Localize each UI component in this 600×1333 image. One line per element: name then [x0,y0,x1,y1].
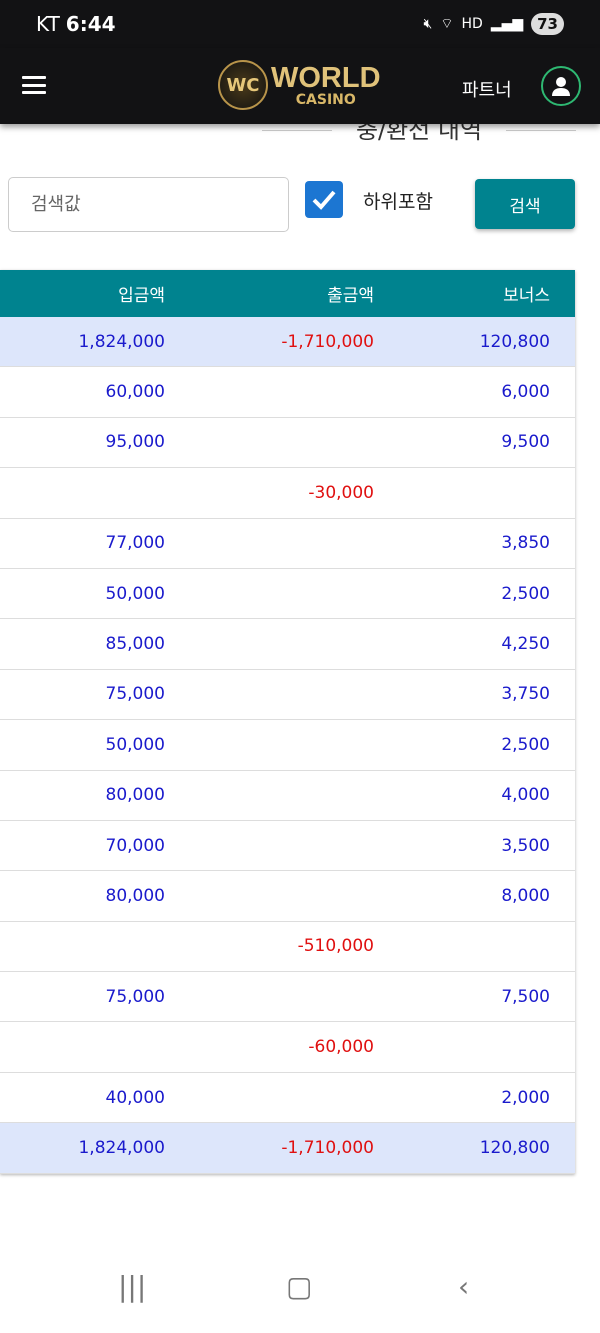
recent-apps-icon[interactable]: ||| [118,1270,147,1303]
summary-row-top: 1,824,000 -1,710,000 120,800 [0,317,575,368]
status-bar: KT 6:44 🔇︎ ⌔ HD ▂▄▆ 73 [0,0,600,48]
table-header: 입금액 출금액 보너스 [0,270,575,317]
deposit-cell: 85,000 [105,634,165,655]
logo-text: WORLD [271,61,381,94]
deposit-cell: 40,000 [105,1087,165,1108]
table-row: 60,000 6,000 [0,367,575,418]
deposit-cell: 80,000 [105,785,165,806]
bonus-cell: 2,000 [501,1087,550,1108]
bonus-cell: 120,800 [479,331,550,352]
user-icon [552,77,570,96]
withdraw-cell: -510,000 [297,936,374,957]
deposit-cell: 50,000 [105,734,165,755]
clock: 6:44 [65,12,116,36]
withdraw-cell: -1,710,000 [281,331,374,352]
deposit-cell: 50,000 [105,583,165,604]
table-row: 85,000 4,250 [0,619,575,670]
table-row: 50,000 2,500 [0,720,575,771]
back-icon[interactable]: ‹ [458,1270,470,1303]
summary-row-bottom: 1,824,000 -1,710,000 120,800 [0,1123,575,1174]
bonus-cell: 2,500 [501,734,550,755]
bonus-cell: 9,500 [501,432,550,453]
table-row: 77,000 3,850 [0,519,575,569]
withdraw-cell: -30,000 [308,482,374,503]
user-avatar-button[interactable] [541,66,581,106]
table-row: -30,000 [0,468,575,519]
deposit-cell: 80,000 [105,885,165,906]
withdraw-cell: -1,710,000 [281,1137,374,1158]
bonus-cell: 3,750 [501,684,550,705]
deposit-cell: 75,000 [105,986,165,1007]
deposit-cell: 77,000 [105,533,165,554]
battery-level: 73 [531,13,564,35]
table-row: 80,000 4,000 [0,771,575,821]
bonus-cell: 6,000 [501,382,550,403]
table-row: 70,000 3,500 [0,821,575,872]
deposit-cell: 95,000 [105,432,165,453]
bonus-cell: 120,800 [479,1137,550,1158]
hamburger-menu-icon[interactable] [22,76,46,94]
transaction-table: 입금액 출금액 보너스 1,824,000 -1,710,000 120,800 60… [0,270,575,1174]
header-deposit: 입금액 [118,286,165,306]
deposit-cell: 70,000 [105,835,165,856]
bonus-cell: 7,500 [501,986,550,1007]
bonus-cell: 4,000 [501,785,550,806]
mute-icon: 🔇︎ [423,16,433,32]
search-button[interactable]: 검색 [475,179,575,229]
table-row: 50,000 2,500 [0,569,575,620]
bonus-cell: 2,500 [501,583,550,604]
app-header: WC WORLD CASINO 파트너 [0,48,600,124]
deposit-cell: 75,000 [105,684,165,705]
table-row: 40,000 2,000 [0,1073,575,1124]
check-icon [312,190,336,210]
table-row: 95,000 9,500 [0,418,575,469]
table-row: -510,000 [0,922,575,973]
include-sub-checkbox[interactable] [305,181,343,218]
bonus-cell: 3,500 [501,835,550,856]
home-icon[interactable]: ▢ [286,1270,313,1303]
search-input[interactable] [8,177,289,232]
bonus-cell: 3,850 [501,533,550,554]
withdraw-cell: -60,000 [308,1037,374,1058]
include-sub-label: 하위포함 [363,191,433,213]
table-row: -60,000 [0,1022,575,1073]
table-row: 75,000 3,750 [0,670,575,721]
signal-icon: ▂▄▆ [490,16,524,32]
bonus-cell: 4,250 [501,634,550,655]
partner-link[interactable]: 파트너 [462,80,512,101]
header-withdraw: 출금액 [327,286,374,306]
logo-mark: WC [218,60,268,110]
header-bonus: 보너스 [503,286,550,306]
table-row: 80,000 8,000 [0,871,575,922]
deposit-cell: 1,824,000 [78,1137,165,1158]
android-nav-bar: ||| ▢ ‹ [0,1270,600,1320]
deposit-cell: 60,000 [105,382,165,403]
world-casino-logo[interactable]: WC WORLD CASINO [218,60,381,110]
wifi-icon: ⌔ [440,16,454,32]
hd-icon: HD [461,16,483,32]
logo-subtext: CASINO [295,91,356,108]
carrier: KT [36,12,60,36]
bonus-cell: 8,000 [501,885,550,906]
deposit-cell: 1,824,000 [78,331,165,352]
table-row: 75,000 7,500 [0,972,575,1023]
